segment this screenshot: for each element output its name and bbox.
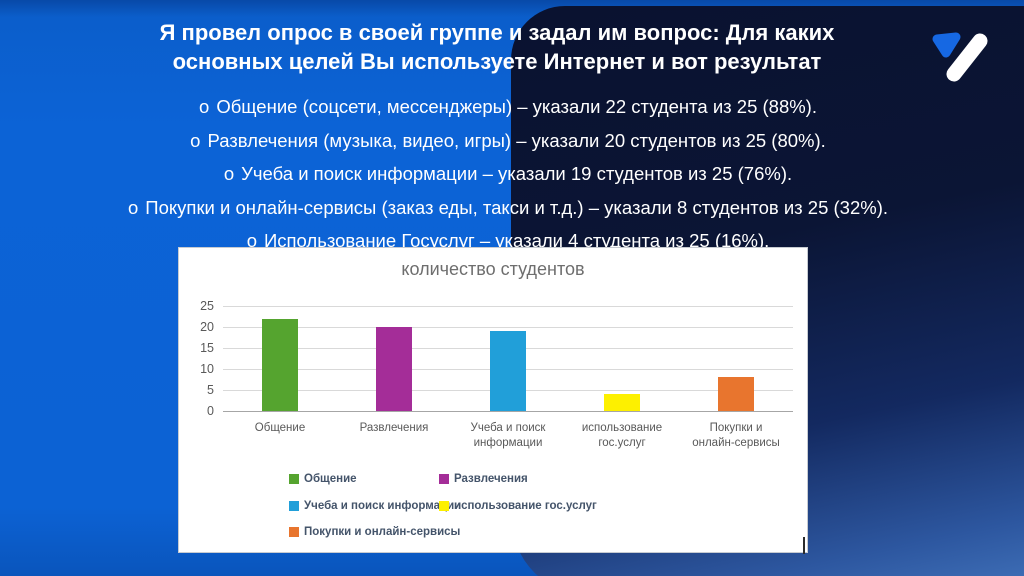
x-axis-label: использование гос.услуг bbox=[560, 421, 684, 451]
y-axis-tick-label: 10 bbox=[200, 362, 214, 376]
x-axis-label-line: информации bbox=[473, 437, 543, 449]
bullet-text: Учеба и поиск информации – указали 19 ст… bbox=[241, 163, 793, 184]
x-axis-label: Покупки и онлайн-сервисы bbox=[674, 421, 798, 451]
slide-title-line: основных целей Вы используете Интернет и… bbox=[172, 49, 822, 74]
bar-2 bbox=[490, 331, 526, 411]
bullet-item: о Учеба и поиск информации – указали 19 с… bbox=[8, 157, 1008, 191]
y-axis-tick-label: 0 bbox=[207, 404, 214, 418]
bullet-item: о Использование Госуслуг – указали 4 студ… bbox=[8, 224, 1008, 258]
slide-title-line: Я провел опрос в своей группе и задал им… bbox=[159, 20, 835, 45]
bar-0 bbox=[262, 318, 298, 411]
x-axis-line bbox=[223, 411, 793, 412]
cursor-artifact bbox=[803, 537, 805, 554]
chart-title: количество студентов bbox=[401, 259, 585, 279]
x-axis-label-line: Общение bbox=[254, 422, 306, 434]
y-axis-tick-label: 15 bbox=[200, 341, 214, 355]
legend-swatch bbox=[439, 501, 449, 511]
gridline bbox=[223, 306, 793, 307]
bullet-text: Развлечения (музыка, видео, игры) – указ… bbox=[207, 129, 826, 151]
bullet-marker: о bbox=[128, 196, 139, 218]
legend-swatch bbox=[289, 527, 299, 537]
brand-logo-icon bbox=[932, 32, 988, 82]
brand-logo bbox=[926, 24, 990, 88]
gridline bbox=[223, 327, 793, 328]
bullet-marker: о bbox=[223, 163, 235, 184]
x-axis-label-line: Развлечения bbox=[359, 422, 429, 434]
legend-swatch bbox=[439, 474, 449, 484]
slide-title: Я провел опрос в своей группе и задал им… bbox=[92, 18, 902, 76]
x-axis-label-line: гос.услуг bbox=[598, 437, 646, 449]
legend-swatch bbox=[289, 474, 299, 484]
bullet-item: о Развлечения (музыка, видео, игры) – ука… bbox=[8, 124, 1008, 158]
x-axis-label-line: онлайн-сервисы bbox=[692, 437, 780, 449]
x-axis-label: Общение bbox=[218, 421, 342, 436]
legend-label: Покупки и онлайн-сервисы bbox=[304, 526, 461, 538]
bar-3 bbox=[604, 394, 640, 411]
y-axis-tick-label: 20 bbox=[200, 320, 214, 334]
x-axis-label: Развлечения bbox=[332, 421, 456, 436]
bullet-list: о Общение (соцсети, мессенджеры) – указал… bbox=[8, 90, 1008, 258]
legend-label: Развлечения bbox=[454, 473, 528, 485]
bar-4 bbox=[718, 377, 754, 411]
bullet-text: Использование Госуслуг – указали 4 студе… bbox=[263, 230, 770, 251]
x-axis-label-line: Учеба и поиск bbox=[470, 422, 546, 434]
bar-1 bbox=[376, 327, 412, 411]
legend-swatch bbox=[289, 501, 299, 511]
legend-label: использование гос.услуг bbox=[454, 500, 597, 512]
bullet-marker: о bbox=[199, 96, 210, 117]
x-axis-label-line: использование bbox=[581, 422, 663, 434]
legend-label: Общение bbox=[304, 473, 357, 485]
bullet-item: о Общение (соцсети, мессенджеры) – указал… bbox=[8, 90, 1008, 124]
bullet-text: Общение (соцсети, мессенджеры) – указали… bbox=[216, 96, 817, 117]
y-axis-tick-label: 25 bbox=[200, 299, 214, 313]
x-axis-label-line: Покупки и bbox=[709, 422, 763, 434]
bullet-marker: о bbox=[246, 230, 257, 251]
bullet-marker: о bbox=[190, 129, 201, 151]
y-axis-tick-label: 5 bbox=[207, 383, 214, 397]
legend-label: Учеба и поиск информации bbox=[304, 500, 462, 512]
bullet-item: о Покупки и онлайн-сервисы (заказ еды, та… bbox=[8, 191, 1008, 225]
x-axis-label: Учеба и поиск информации bbox=[446, 421, 570, 451]
chart-panel: количество студентов 0 5 10 15 20 25 Общение Ра… bbox=[178, 247, 808, 554]
bullet-text: Покупки и онлайн-сервисы (заказ еды, так… bbox=[145, 196, 888, 218]
